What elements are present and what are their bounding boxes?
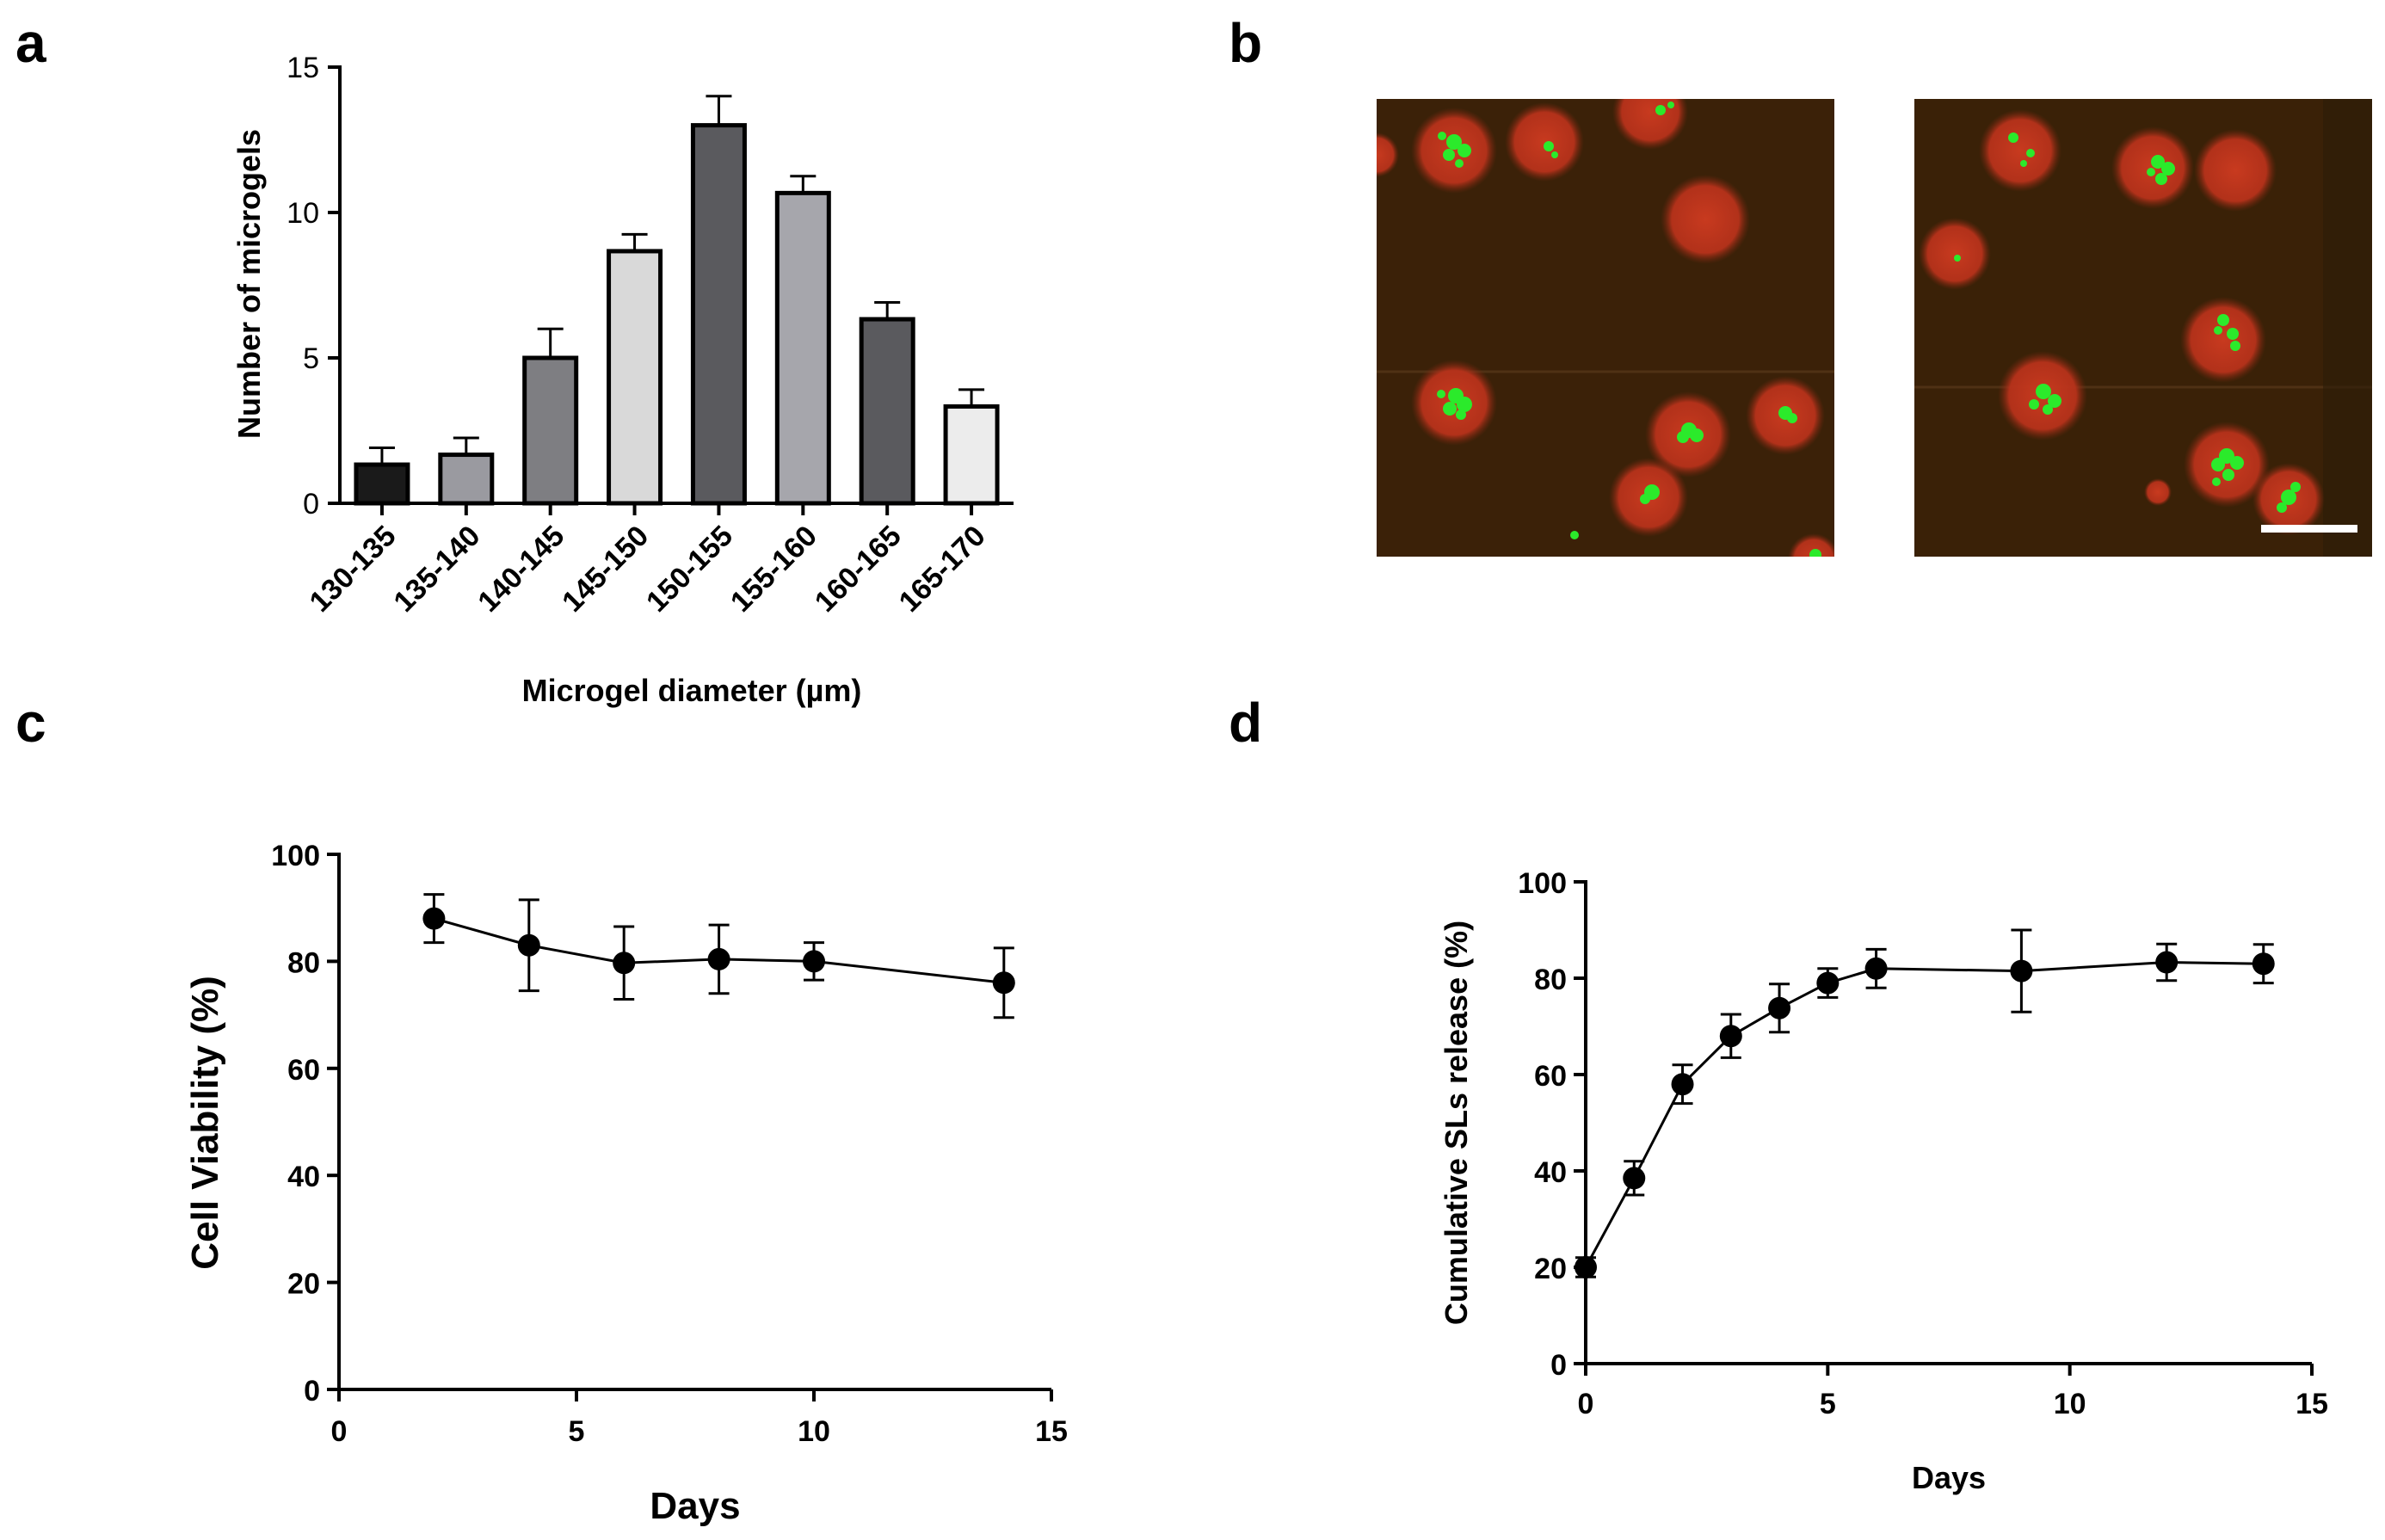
y-tick-label: 20 — [287, 1268, 320, 1301]
fluorescence-micrographs — [1377, 99, 2372, 557]
y-tick-label: 40 — [287, 1161, 320, 1193]
y-tick-label: 80 — [287, 946, 320, 979]
chart-axes — [1574, 880, 2314, 1376]
x-tick-label: 150-155 — [640, 520, 739, 619]
x-tick-label: 0 — [331, 1415, 348, 1448]
y-tick-labels: 0 20 40 60 80 100 — [1518, 867, 1567, 1382]
panel-letter-a: a — [15, 12, 46, 74]
data-point — [1768, 996, 1791, 1019]
y-tick-label: 100 — [271, 840, 320, 872]
y-tick-label: 0 — [1550, 1349, 1567, 1382]
x-tick-labels: 130-135135-140140-145145-150150-155155-1… — [303, 520, 991, 619]
x-tick-labels: 0 5 10 15 — [1578, 1388, 2328, 1420]
y-tick-label: 0 — [304, 1375, 320, 1408]
x-tick-label: 155-160 — [724, 520, 823, 619]
data-point — [1671, 1073, 1694, 1096]
x-tick-label: 135-140 — [387, 520, 486, 619]
data-point — [992, 971, 1015, 995]
x-tick-label: 15 — [2296, 1388, 2328, 1420]
data-point — [2155, 951, 2179, 974]
bar-group — [354, 95, 1000, 506]
x-axis-title: Microgel diameter (µm) — [522, 673, 862, 708]
x-tick-label: 0 — [1578, 1388, 1594, 1420]
y-tick-label: 20 — [1534, 1253, 1567, 1285]
chart-axes — [328, 65, 1014, 515]
y-tick-label: 60 — [287, 1054, 320, 1087]
data-point — [613, 952, 636, 975]
bar — [438, 453, 495, 506]
scale-bar — [2261, 525, 2357, 533]
data-point — [1816, 971, 1840, 995]
bar — [943, 403, 1000, 506]
y-axis-title: Cell Viability (%) — [184, 976, 226, 1270]
data-point — [422, 907, 446, 930]
data-point — [1864, 957, 1888, 980]
y-tick-label: 15 — [287, 52, 319, 84]
data-point — [803, 950, 825, 973]
x-tick-label: 15 — [1035, 1415, 1068, 1448]
x-tick-label: 5 — [569, 1415, 585, 1448]
series-line — [1584, 961, 2264, 1268]
data-point — [1719, 1025, 1742, 1048]
y-tick-label: 100 — [1518, 867, 1567, 900]
y-tick-label: 10 — [287, 197, 319, 230]
panel-letter-c: c — [15, 692, 46, 754]
x-tick-label: 10 — [798, 1415, 830, 1448]
bar — [354, 462, 410, 506]
y-tick-labels: 0 20 40 60 80 100 — [271, 840, 320, 1408]
data-series — [422, 893, 1015, 1019]
y-tick-label: 40 — [1534, 1156, 1567, 1189]
data-point — [517, 933, 540, 957]
line-chart-cell-viability: 0 20 40 60 80 100 0 5 10 15 Days Cell Viability … — [184, 840, 1068, 1527]
panel-letter-d: d — [1229, 692, 1262, 754]
x-tick-label: 140-145 — [471, 520, 570, 619]
x-tick-label: 160-165 — [809, 520, 908, 619]
y-tick-labels: 0 5 10 15 — [287, 52, 319, 521]
data-point — [1575, 1256, 1597, 1278]
x-tick-label: 130-135 — [303, 520, 402, 619]
data-point — [2252, 952, 2275, 976]
chart-axes — [327, 853, 1053, 1401]
bar — [522, 355, 579, 506]
x-tick-label: 10 — [2054, 1388, 2086, 1420]
x-axis-title: Days — [650, 1485, 740, 1527]
y-tick-label: 0 — [303, 488, 319, 521]
bar — [859, 317, 915, 506]
x-tick-label: 165-170 — [893, 520, 992, 619]
series-line — [433, 917, 1004, 984]
y-tick-label: 80 — [1534, 964, 1567, 996]
bar — [774, 190, 831, 506]
x-tick-label: 5 — [1820, 1388, 1836, 1420]
line-chart-cumulative-release: 0 20 40 60 80 100 0 5 10 15 Days Cumulative SLs … — [1439, 867, 2328, 1495]
panel-letter-b: b — [1229, 12, 1262, 74]
data-point — [2010, 959, 2033, 983]
data-point — [1623, 1167, 1646, 1190]
y-axis-title: Number of microgels — [231, 129, 267, 439]
x-tick-labels: 0 5 10 15 — [331, 1415, 1068, 1448]
data-point — [707, 947, 730, 970]
bar — [607, 249, 663, 506]
y-tick-label: 60 — [1534, 1060, 1567, 1093]
x-axis-title: Days — [1912, 1460, 1986, 1495]
y-axis-title: Cumulative SLs release (%) — [1439, 921, 1474, 1325]
bar-chart-microgel-diameter: 0 5 10 15 130-135135-140140-145145-150150-1… — [231, 52, 1014, 708]
x-tick-label: 145-150 — [556, 520, 655, 619]
data-series — [1575, 928, 2275, 1278]
y-tick-label: 5 — [303, 342, 319, 375]
bar — [690, 123, 747, 506]
